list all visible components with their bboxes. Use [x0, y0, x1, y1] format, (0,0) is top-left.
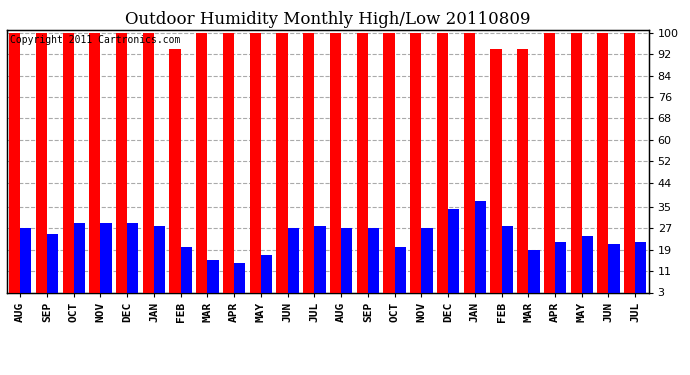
Bar [208, 260, 219, 300]
Bar [517, 49, 529, 300]
Bar [448, 210, 460, 300]
Bar [170, 49, 181, 300]
Bar [20, 228, 32, 300]
Bar [277, 33, 288, 300]
Bar [544, 33, 555, 300]
Bar [143, 33, 154, 300]
Bar [384, 33, 395, 300]
Bar [582, 236, 593, 300]
Bar [101, 223, 112, 300]
Title: Outdoor Humidity Monthly High/Low 20110809: Outdoor Humidity Monthly High/Low 201108… [125, 12, 531, 28]
Bar [502, 225, 513, 300]
Bar [609, 244, 620, 300]
Bar [154, 225, 165, 300]
Bar [9, 33, 20, 300]
Bar [36, 33, 47, 300]
Bar [63, 33, 74, 300]
Bar [250, 33, 261, 300]
Bar [357, 33, 368, 300]
Bar [491, 49, 502, 300]
Bar [464, 33, 475, 300]
Bar [234, 263, 246, 300]
Bar [116, 33, 127, 300]
Bar [368, 228, 379, 300]
Bar [74, 223, 85, 300]
Bar [47, 234, 58, 300]
Bar [635, 242, 647, 300]
Bar [330, 33, 341, 300]
Bar [261, 255, 272, 300]
Bar [571, 33, 582, 300]
Bar [437, 33, 448, 300]
Bar [555, 242, 566, 300]
Bar [475, 201, 486, 300]
Bar [529, 250, 540, 300]
Bar [341, 228, 353, 300]
Bar [288, 228, 299, 300]
Bar [598, 33, 609, 300]
Bar [303, 33, 315, 300]
Bar [89, 33, 101, 300]
Bar [410, 33, 422, 300]
Bar [181, 247, 192, 300]
Bar [422, 228, 433, 300]
Bar [395, 247, 406, 300]
Text: Copyright 2011 Cartronics.com: Copyright 2011 Cartronics.com [10, 35, 181, 45]
Bar [223, 33, 234, 300]
Bar [624, 33, 635, 300]
Bar [127, 223, 139, 300]
Bar [196, 33, 208, 300]
Bar [315, 225, 326, 300]
